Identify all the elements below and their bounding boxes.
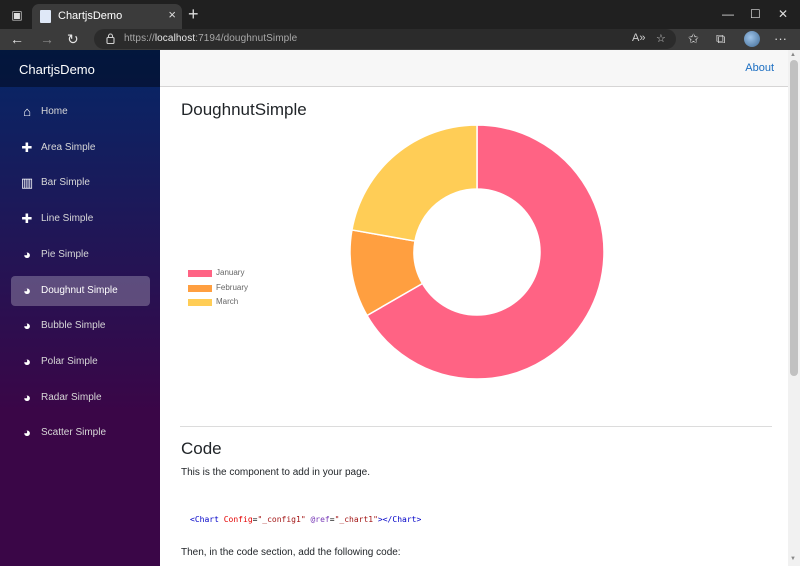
sidebar-item-label: Bubble Simple <box>41 320 106 332</box>
doughnut-chart[interactable] <box>160 87 788 417</box>
about-link[interactable]: About <box>745 62 774 74</box>
sidebar-item-home[interactable]: ⌂ Home <box>11 97 150 127</box>
scrollbar[interactable]: ▲ ▼ <box>788 50 800 566</box>
sidebar-item-label: Polar Simple <box>41 355 98 367</box>
tab-title: ChartjsDemo <box>58 10 123 22</box>
sidebar-item-label: Radar Simple <box>41 391 102 403</box>
sidebar-item-bar-simple[interactable]: ▥ Bar Simple <box>11 168 150 198</box>
legend-item-january[interactable]: January <box>188 268 308 280</box>
read-aloud-icon[interactable]: A» <box>632 32 646 44</box>
sidebar-item-area-simple[interactable]: ✚ Area Simple <box>11 133 150 163</box>
address-bar[interactable]: https://localhost:7194/doughnutSimple A»… <box>94 29 676 49</box>
legend-item-march[interactable]: March <box>188 297 308 309</box>
sidebar-item-label: Bar Simple <box>41 177 90 189</box>
back-icon[interactable]: ← <box>10 31 24 47</box>
legend-swatch <box>188 284 212 292</box>
new-tab-icon[interactable]: + <box>188 4 199 24</box>
pie-chart-icon: ◕ <box>23 282 31 298</box>
sidebar-item-polar-simple[interactable]: ◕ Polar Simple <box>11 347 150 377</box>
profile-avatar[interactable] <box>744 31 760 47</box>
legend-label: February <box>216 282 249 292</box>
scroll-up-icon[interactable]: ▲ <box>790 52 796 58</box>
page-favicon-icon <box>40 10 51 23</box>
url-text: https://localhost:7194/doughnutSimple <box>124 33 298 44</box>
sidebar-item-bubble-simple[interactable]: ◕ Bubble Simple <box>11 311 150 341</box>
plus-icon: ✚ <box>21 139 33 155</box>
main-content: DoughnutSimple January February March Code… <box>160 87 788 566</box>
sidebar-item-line-simple[interactable]: ✚ Line Simple <box>11 204 150 234</box>
code-followup: Then, in the code section, add the follo… <box>181 547 401 558</box>
browser-tab[interactable]: ChartjsDemo × <box>32 4 182 29</box>
legend-label: March <box>216 297 239 306</box>
pie-chart-icon: ◕ <box>23 425 31 441</box>
sidebar-item-doughnut-simple[interactable]: ◕ Doughnut Simple <box>11 275 150 306</box>
sidebar-item-label: Line Simple <box>41 213 94 225</box>
browser-toolbar: ← → ↻ https://localhost:7194/doughnutSim… <box>0 29 800 50</box>
more-icon[interactable]: ··· <box>774 31 787 46</box>
top-row: About <box>160 50 788 87</box>
code-snippet: <Chart Config="_config1" @ref="_chart1">… <box>190 515 422 524</box>
legend-swatch <box>188 299 212 306</box>
page: ChartjsDemo ⌂ Home ✚ Area Simple ▥ Bar Simple… <box>0 50 800 566</box>
forward-icon[interactable]: → <box>40 31 54 47</box>
bar-chart-icon: ▥ <box>20 175 34 191</box>
sidebar-item-scatter-simple[interactable]: ◕ Scatter Simple <box>11 418 150 448</box>
legend-item-february[interactable]: February <box>188 283 308 295</box>
sidebar-item-label: Area Simple <box>41 141 96 153</box>
code-heading: Code <box>181 439 222 458</box>
pie-chart-icon: ◕ <box>23 246 31 262</box>
maximize-icon[interactable]: ☐ <box>750 7 761 21</box>
sidebar-item-label: Home <box>41 106 68 117</box>
sidebar-item-radar-simple[interactable]: ◕ Radar Simple <box>11 383 150 413</box>
pie-chart-icon: ◕ <box>23 318 31 334</box>
tab-actions-icon[interactable]: ▣ <box>11 8 23 22</box>
sidebar-item-pie-simple[interactable]: ◕ Pie Simple <box>11 240 150 270</box>
tab-close-icon[interactable]: × <box>168 7 176 22</box>
plus-icon: ✚ <box>21 211 33 227</box>
pie-chart-icon: ◕ <box>23 353 31 369</box>
doughnut-slice-march[interactable] <box>351 124 478 242</box>
collections-icon[interactable]: ⧉ <box>716 31 726 46</box>
pie-chart-icon: ◕ <box>23 389 31 405</box>
page-title: DoughnutSimple <box>181 100 307 119</box>
legend-swatch <box>188 270 212 277</box>
sidebar-item-label: Scatter Simple <box>41 427 107 439</box>
home-icon: ⌂ <box>23 104 31 119</box>
close-window-icon[interactable]: ✕ <box>778 7 789 21</box>
refresh-icon[interactable]: ↻ <box>67 31 79 47</box>
code-intro: This is the component to add in your pag… <box>181 467 371 478</box>
sidebar-item-label: Doughnut Simple <box>41 284 118 296</box>
scroll-thumb[interactable] <box>790 60 798 376</box>
minimize-icon[interactable]: — <box>722 7 734 21</box>
brand[interactable]: ChartjsDemo <box>19 62 95 77</box>
divider <box>180 426 772 427</box>
scroll-down-icon[interactable]: ▼ <box>790 556 796 562</box>
legend-label: January <box>216 268 245 277</box>
tab-strip: ▣ ChartjsDemo × + — ☐ ✕ <box>0 0 800 29</box>
sidebar: ChartjsDemo ⌂ Home ✚ Area Simple ▥ Bar Simple… <box>0 50 160 566</box>
doughnut-slice-january[interactable] <box>365 124 605 380</box>
lock-icon <box>106 33 115 44</box>
brand-bar: ChartjsDemo <box>0 50 160 87</box>
sidebar-item-label: Pie Simple <box>41 248 89 260</box>
favorite-icon[interactable]: ☆ <box>656 33 666 45</box>
favorites-icon[interactable]: ✩ <box>688 31 699 46</box>
